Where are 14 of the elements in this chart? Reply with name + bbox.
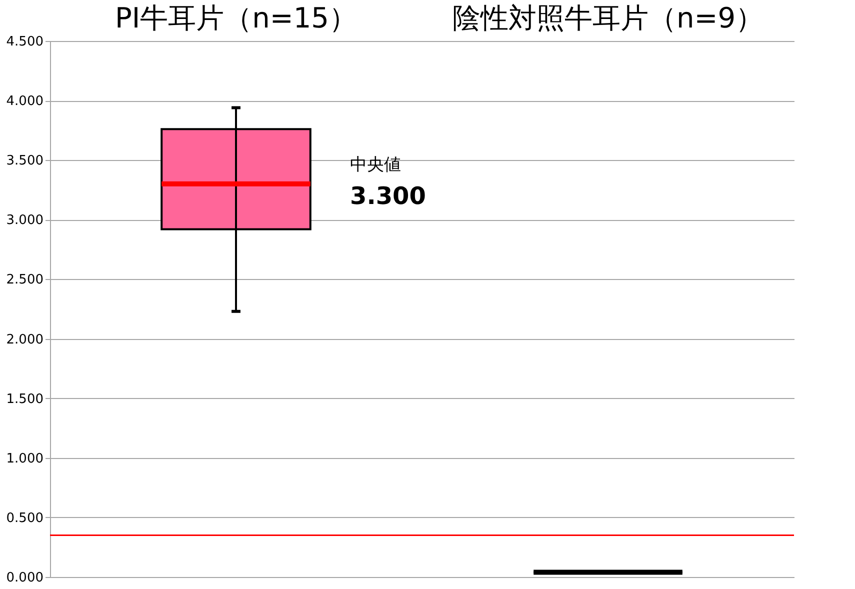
x-tick-label: PI牛耳片（n=15）: [115, 2, 357, 34]
y-tick-label: 4.000: [6, 94, 44, 110]
annotation: 3.300: [350, 182, 426, 210]
x-tick-label: 陰性対照牛耳片（n=9）: [452, 2, 764, 34]
y-tick-label: 3.500: [6, 154, 44, 169]
y-tick-label: 0.500: [6, 510, 44, 526]
y-tick-label: 2.000: [6, 332, 44, 348]
y-tick-label: 0.000: [6, 570, 44, 586]
y-tick-label: 2.500: [6, 272, 44, 288]
y-tick-label: 1.000: [6, 451, 44, 466]
y-tick-label: 3.000: [6, 213, 44, 228]
annotation: 中央値: [350, 155, 401, 175]
y-tick-label: 4.500: [6, 34, 44, 50]
y-tick-label: 1.500: [6, 392, 44, 407]
